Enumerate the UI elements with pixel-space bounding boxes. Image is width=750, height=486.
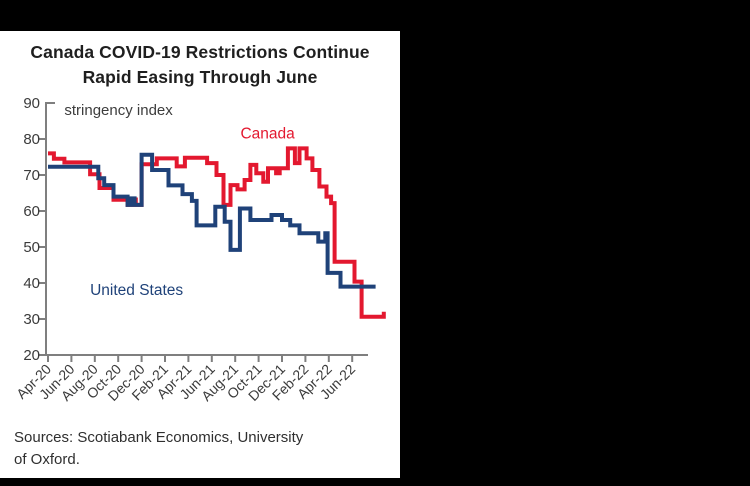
stringency-line-chart: 2030405060708090Apr-20Jun-20Aug-20Oct-20… xyxy=(13,95,386,404)
annotation-canada: Canada xyxy=(240,125,295,142)
y-axis-tick-label: 20 xyxy=(23,347,40,364)
y-axis-tick-label: 90 xyxy=(23,95,40,112)
y-axis-tick-label: 40 xyxy=(23,275,40,292)
right-black-region xyxy=(400,0,750,486)
series-line-united-states xyxy=(48,152,376,289)
sources-note: Sources: Scotiabank Economics, Universit… xyxy=(14,427,384,470)
bottom-black-strip xyxy=(0,478,400,486)
y-axis-tick-label: 60 xyxy=(23,203,40,220)
sources-line1: Sources: Scotiabank Economics, Universit… xyxy=(14,429,304,446)
chart-panel: Canada COVID-19 Restrictions Continue Ra… xyxy=(0,31,400,478)
sources-line2: of Oxford. xyxy=(14,450,80,468)
annotation-united-states: United States xyxy=(90,282,183,299)
y-axis-tick-label: 80 xyxy=(23,131,40,148)
y-axis-tick-label: 30 xyxy=(23,311,40,328)
chart-title-line1: Canada COVID-19 Restrictions Continue xyxy=(30,42,370,62)
y-axis-tick-label: 70 xyxy=(23,167,40,184)
annotation-stringency-index: stringency index xyxy=(64,102,173,119)
y-axis-tick-label: 50 xyxy=(23,239,40,256)
chart-title-line2: Rapid Easing Through June xyxy=(82,67,318,87)
chart-title: Canada COVID-19 Restrictions Continue Ra… xyxy=(0,40,400,90)
